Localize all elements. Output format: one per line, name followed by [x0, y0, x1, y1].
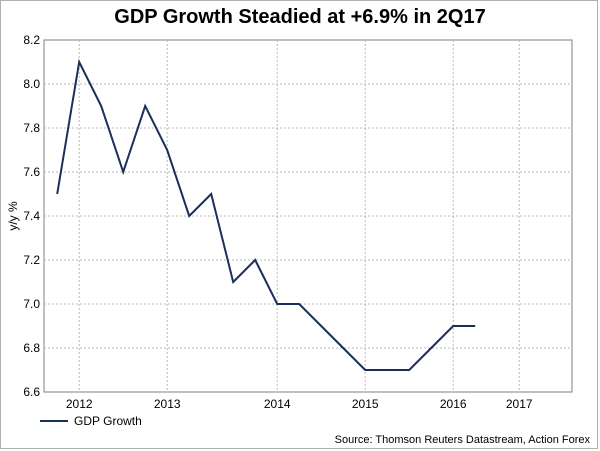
y-tick-label: 6.6: [23, 385, 40, 399]
legend-swatch: [40, 420, 68, 422]
x-tick-label: 2015: [352, 397, 379, 411]
x-tick-label: 2013: [154, 397, 181, 411]
legend-label: GDP Growth: [74, 414, 142, 428]
x-tick-label: 2014: [264, 397, 291, 411]
y-tick-label: 7.6: [23, 165, 40, 179]
y-tick-label: 8.2: [23, 33, 40, 47]
source-note: Source: Thomson Reuters Datastream, Acti…: [334, 434, 590, 446]
x-tick-label: 2012: [66, 397, 93, 411]
y-tick-label: 7.0: [23, 297, 40, 311]
y-tick-label: 6.8: [23, 341, 40, 355]
legend: GDP Growth: [40, 414, 142, 428]
y-axis-label: y/y %: [6, 201, 20, 231]
x-tick-label: 2017: [506, 397, 533, 411]
y-tick-label: 7.2: [23, 253, 40, 267]
series-line-gdp-growth: [56, 58, 476, 371]
x-tick-label: 2016: [440, 397, 467, 411]
y-tick-label: 8.0: [23, 77, 40, 91]
y-tick-label: 7.4: [23, 209, 40, 223]
chart-title: GDP Growth Steadied at +6.9% in 2Q17: [114, 6, 486, 28]
y-tick-label: 7.8: [23, 121, 40, 135]
